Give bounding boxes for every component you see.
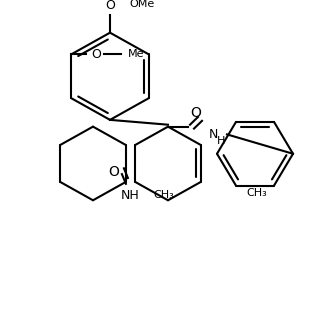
Text: N: N	[208, 128, 218, 141]
Text: CH₃: CH₃	[246, 188, 267, 198]
Text: CH₃: CH₃	[153, 190, 174, 200]
Text: NH: NH	[121, 189, 139, 202]
Text: O: O	[191, 106, 201, 120]
Text: OMe: OMe	[129, 0, 155, 9]
Text: Me: Me	[128, 50, 144, 60]
Text: O: O	[91, 48, 101, 61]
Text: O: O	[105, 0, 115, 12]
Text: O: O	[108, 165, 119, 179]
Text: H: H	[217, 136, 225, 146]
